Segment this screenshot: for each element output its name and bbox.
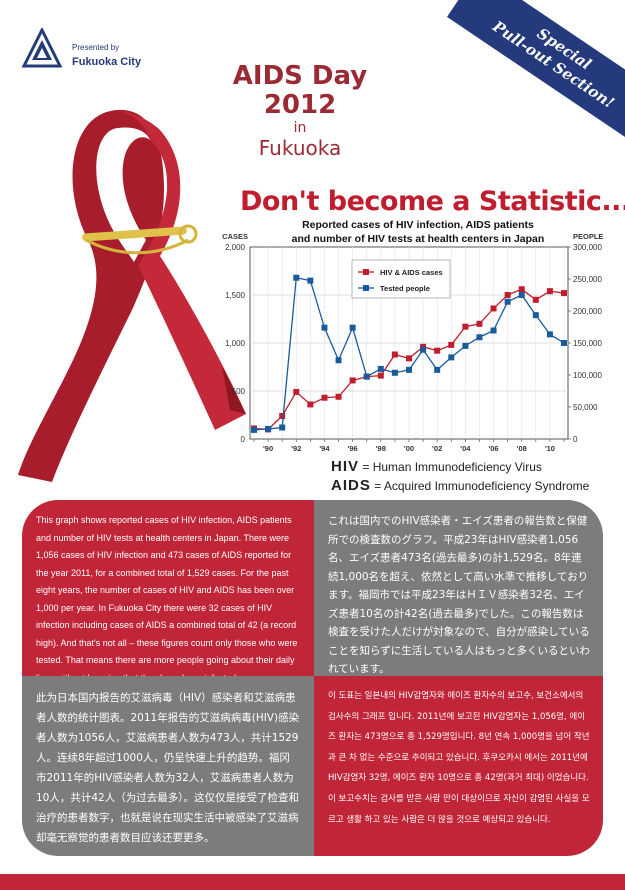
x-tick-label: '10: [545, 444, 555, 453]
aids-abbreviation: AIDS: [331, 477, 371, 494]
right-tick-label: 200,000: [573, 307, 602, 316]
hiv-definition: HIV = Human Immunodeficiency Virus: [331, 458, 542, 475]
data-point: [251, 426, 257, 433]
data-point: [546, 331, 553, 338]
right-tick-label: 250,000: [573, 275, 602, 284]
korean-text-panel: 이 도표는 일본내의 HIV감염자와 에이즈 환자수의 보고수, 보건소에서의 …: [314, 676, 603, 856]
left-tick-label: 0: [241, 435, 246, 444]
english-text-panel: This graph shows reported cases of HIV i…: [22, 500, 314, 683]
x-tick-label: '98: [376, 444, 386, 453]
data-point: [349, 377, 356, 384]
chart-title: Reported cases of HIV infection, AIDS pa…: [268, 218, 568, 246]
right-tick-label: 100,000: [573, 371, 602, 380]
data-point: [476, 334, 483, 341]
data-point: [561, 290, 567, 297]
data-point: [490, 327, 497, 334]
data-point: [434, 366, 441, 373]
data-point: [265, 425, 272, 432]
special-banner: Special Pull-out Section!: [447, 0, 625, 146]
data-point: [321, 394, 328, 401]
x-tick-label: '90: [263, 444, 273, 453]
fukuoka-city-logo: [21, 28, 63, 68]
data-point: [518, 286, 525, 293]
data-point: [406, 366, 412, 373]
title-line-1: AIDS Day: [232, 61, 368, 91]
red-ribbon-illustration: [18, 109, 246, 483]
data-point: [561, 340, 567, 346]
footer-bar: [0, 874, 625, 890]
event-title: AIDS Day 2012 in Fukuoka: [230, 61, 370, 160]
data-point: [377, 372, 384, 379]
x-tick-label: '00: [404, 444, 414, 453]
data-point: [293, 274, 300, 281]
left-tick-label: 1,000: [225, 339, 246, 348]
data-point: [462, 323, 469, 330]
data-point: [391, 351, 398, 358]
data-point: [377, 365, 384, 372]
data-point: [307, 277, 314, 284]
data-point: [279, 412, 286, 419]
headline: Don't become a Statistic...: [240, 186, 625, 217]
aids-definition: AIDS = Acquired Immunodeficiency Syndrom…: [331, 477, 589, 494]
x-tick-label: '94: [319, 444, 330, 453]
data-point: [448, 341, 455, 348]
data-point: [391, 369, 398, 376]
data-point: [363, 373, 370, 380]
chart-title-line-1: Reported cases of HIV infection, AIDS pa…: [302, 219, 534, 231]
right-tick-label: 150,000: [573, 339, 602, 348]
data-point: [504, 298, 511, 305]
data-point: [434, 347, 441, 354]
data-point: [279, 424, 286, 431]
data-point: [462, 342, 469, 349]
data-point: [321, 324, 328, 331]
data-point: [307, 401, 314, 408]
x-tick-label: '04: [460, 444, 471, 453]
title-city: Fukuoka: [258, 136, 342, 160]
data-point: [532, 312, 539, 319]
hiv-definition-text: = Human Immunodeficiency Virus: [362, 460, 542, 474]
aids-definition-text: = Acquired Immunodeficiency Syndrome: [374, 479, 590, 493]
data-point: [335, 393, 342, 400]
data-point: [504, 292, 511, 298]
left-tick-label: 2,000: [225, 243, 246, 252]
left-axis-label: CASES: [222, 232, 248, 241]
city-name: Fukuoka City: [72, 56, 142, 68]
data-point: [546, 288, 553, 295]
presented-by-label: Presented by: [72, 43, 120, 52]
left-tick-label: 500: [232, 387, 246, 396]
legend-box: [351, 259, 451, 299]
legend-label: HIV & AIDS cases: [380, 268, 443, 277]
chart-title-line-2: and number of HIV tests at health center…: [291, 233, 545, 245]
japanese-text-panel: これは国内でのHIV感染者・エイズ患者の報告数と保健所での検査数のグラフ。平成2…: [314, 500, 603, 676]
data-point: [532, 296, 539, 303]
right-axis-label: PEOPLE: [573, 232, 603, 241]
data-point: [476, 320, 483, 327]
right-tick-label: 300,000: [573, 243, 602, 252]
x-tick-label: '96: [348, 444, 358, 453]
hiv-abbreviation: HIV: [331, 458, 360, 475]
x-tick-label: '92: [291, 444, 301, 453]
x-tick-label: '06: [488, 444, 498, 453]
data-point: [420, 346, 427, 353]
hiv-aids-chart: 2,000 1,500 1,000 500 0 300,000 250,000 200,000…: [222, 232, 603, 453]
right-tick-label: 50,000: [573, 403, 598, 412]
legend-marker: [363, 285, 369, 291]
legend-label: Tested people: [380, 284, 430, 293]
chinese-text-panel: 此为日本国内报告的艾滋病毒（HIV）感染者和艾滋病患者人数的统计图表。2011年…: [22, 676, 314, 856]
right-tick-label: 0: [573, 435, 578, 444]
data-point: [293, 388, 300, 395]
data-point: [490, 305, 497, 312]
data-point: [406, 355, 412, 362]
x-tick-label: '08: [517, 444, 527, 453]
data-point: [335, 357, 342, 364]
legend-marker: [363, 269, 369, 275]
title-in: in: [293, 120, 307, 136]
title-year: 2012: [263, 90, 337, 120]
left-tick-label: 1,500: [225, 291, 246, 300]
x-tick-label: '02: [432, 444, 442, 453]
data-point: [518, 292, 525, 298]
data-point: [349, 324, 356, 331]
data-point: [448, 354, 455, 361]
